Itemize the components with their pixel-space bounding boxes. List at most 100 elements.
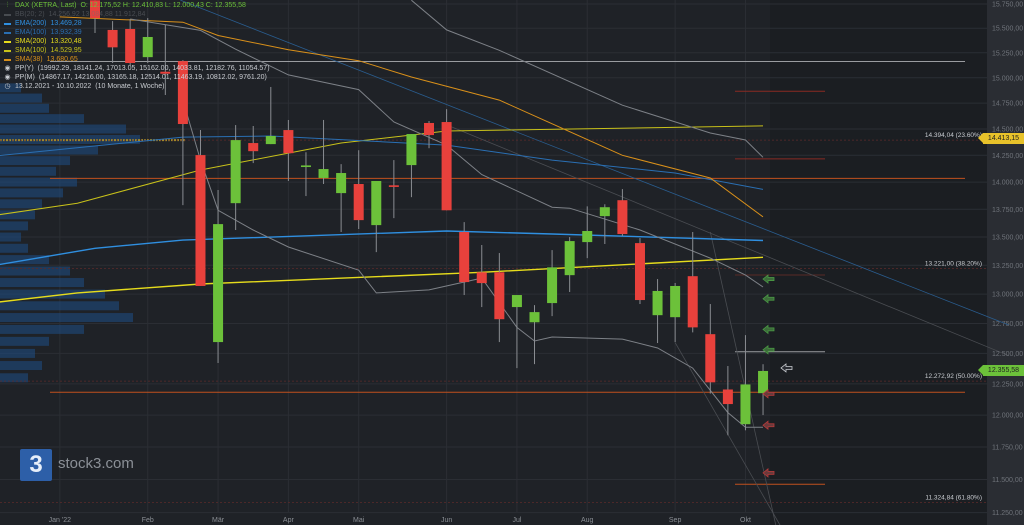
indicator-label: EMA(100)	[15, 29, 47, 36]
signal-arrow-sell-icon	[762, 468, 775, 478]
candle-down	[617, 200, 628, 235]
x-tick-label: Jan '22	[49, 517, 71, 524]
chart-legend: ⫶ DAX (XETRA, Last) O: 12.175,52 H: 12.4…	[4, 1, 270, 91]
volume-profile-bar	[0, 348, 35, 358]
candle-up	[529, 312, 540, 323]
candle-down	[125, 28, 136, 64]
y-tick-label: 12.500,00	[992, 351, 1023, 358]
y-tick-label: 14.500,00	[992, 127, 1023, 134]
candle-up	[371, 180, 382, 226]
volume-profile-bar	[0, 199, 42, 209]
candle-down	[687, 276, 698, 328]
signal-arrow-buy-icon	[762, 324, 775, 335]
stock3-logo: 3	[20, 449, 52, 481]
candle-down	[441, 122, 452, 211]
legend-instrument[interactable]: ⫶ DAX (XETRA, Last) O: 12.175,52 H: 12.4…	[4, 1, 270, 10]
pivot-icon: ◉	[4, 74, 11, 81]
legend-pp-m[interactable]: ◉ PP(M) (14867.17, 14216.00, 13165.18, 1…	[4, 73, 270, 82]
indicator-value: 13.932,39	[50, 29, 82, 36]
x-tick-label: Mai	[353, 517, 365, 524]
y-tick-label: 14.250,00	[992, 153, 1023, 160]
legend-pp-y[interactable]: ◉ PP(Y) (19992.29, 18141.24, 17013.05, 1…	[4, 64, 270, 73]
x-tick-label: Sep	[669, 517, 682, 524]
candle-down	[388, 185, 399, 187]
y-axis-panel[interactable]	[987, 0, 1024, 525]
x-tick-label: Apr	[283, 517, 295, 524]
candle-up	[758, 370, 769, 394]
volume-profile-bar	[0, 124, 126, 134]
candle-down	[160, 71, 171, 74]
volume-profile-bar	[0, 83, 21, 93]
candle-down	[248, 143, 259, 152]
candle-up	[652, 290, 663, 316]
y-tick-label: 15.750,00	[992, 2, 1023, 9]
x-tick-label: Jun	[441, 517, 452, 524]
indicator-value: 13.680,65	[46, 56, 78, 63]
indicator-swatch	[4, 40, 11, 43]
y-tick-label: 13.250,00	[992, 263, 1023, 270]
legend-period[interactable]: ◷ 13.12.2021 - 10.10.2022 (10 Monate, 1 …	[4, 82, 270, 91]
candle-down	[476, 272, 487, 284]
candle-down	[722, 389, 733, 405]
signal-arrow-buy-icon	[762, 274, 775, 284]
candle-up	[564, 241, 575, 276]
signal-arrow-sell-icon	[762, 389, 775, 399]
candle-down	[195, 155, 206, 286]
signal-arrow-buy-icon	[762, 293, 775, 304]
legend-indicator[interactable]: SMA(38) 13.680,65	[4, 55, 270, 64]
fibonacci-label: 11.324,84 (61.80%)	[925, 495, 982, 502]
last-price-tag: 14.413,15	[978, 132, 1024, 144]
y-tick-label: 14.000,00	[992, 180, 1023, 187]
candle-up	[213, 224, 224, 343]
indicator-label: SMA(100)	[15, 47, 47, 54]
candle-up	[511, 295, 522, 308]
indicator-swatch	[4, 13, 11, 16]
pivot-values: (19992.29, 18141.24, 17013.05, 15162.00,…	[37, 65, 270, 72]
legend-indicator[interactable]: SMA(100) 14.529,95	[4, 46, 270, 55]
volume-profile-bar	[0, 301, 119, 311]
candle-up	[670, 285, 681, 318]
volume-profile-bar	[0, 373, 28, 383]
y-tick-label: 12.250,00	[992, 381, 1023, 388]
watermark-text: stock3.com	[58, 455, 134, 472]
volume-profile-bar	[0, 266, 70, 276]
signal-arrow-current-icon	[780, 363, 793, 373]
legend-indicator[interactable]: SMA(200) 13.320,48	[4, 37, 270, 46]
candle-down	[634, 243, 645, 301]
indicator-label: EMA(200)	[15, 20, 47, 27]
candle-down	[90, 0, 100, 19]
indicator-swatch	[4, 49, 11, 52]
volume-profile-bar	[0, 177, 77, 187]
volume-profile-bar	[0, 336, 49, 346]
pivot-icon: ◉	[4, 65, 11, 72]
candle-up	[582, 231, 593, 243]
indicator-line-bb-upper	[411, 0, 764, 158]
legend-indicator[interactable]: EMA(200) 13.469,28	[4, 19, 270, 28]
candle-up	[599, 207, 610, 217]
volume-profile-bar	[0, 156, 70, 166]
projection-area	[770, 0, 987, 525]
candle-up	[265, 136, 276, 145]
candle-down	[177, 61, 188, 125]
volume-profile-bar	[0, 232, 21, 242]
trendline	[446, 124, 1010, 357]
legend-indicator[interactable]: EMA(100) 13.932,39	[4, 28, 270, 37]
candle-up	[230, 140, 241, 204]
ohlc-values: O: 12.175,52 H: 12.410,83 L: 12.000,43 C…	[80, 2, 246, 9]
legend-indicator[interactable]: BB(20; 2) 14.256,92 13.084,88 11.912,84	[4, 10, 270, 19]
candle-up	[406, 134, 417, 166]
indicator-value: 13.320,48	[50, 38, 82, 45]
y-tick-label: 11.750,00	[992, 444, 1023, 451]
candle-up	[142, 36, 153, 58]
y-tick-label: 12.000,00	[992, 413, 1023, 420]
pivot-label: PP(M)	[15, 74, 35, 81]
candle-up	[740, 384, 751, 425]
y-tick-label: 15.250,00	[992, 50, 1023, 57]
indicator-value: 14.529,95	[50, 47, 82, 54]
volume-profile-bar	[0, 103, 49, 113]
candle-up	[300, 165, 311, 168]
last-price-tag: 12.355,58	[978, 365, 1024, 377]
indicator-swatch	[4, 58, 11, 61]
pivot-label: PP(Y)	[15, 65, 34, 72]
